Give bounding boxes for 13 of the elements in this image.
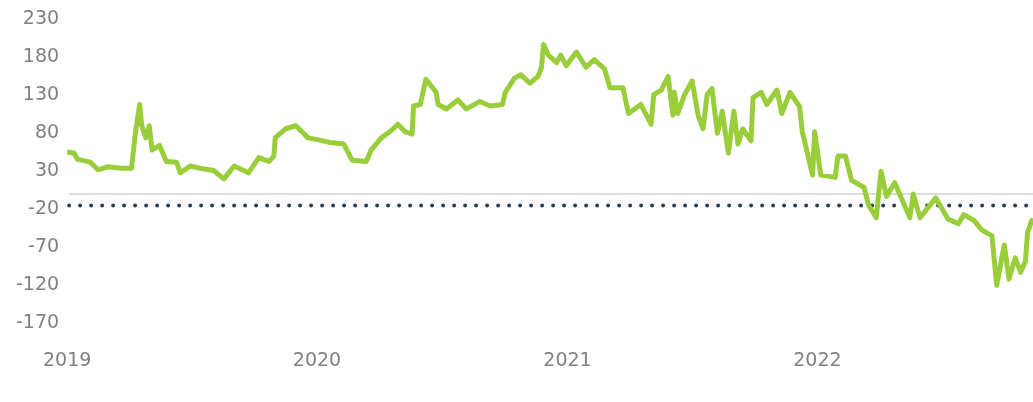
x-tick-label: 2021 [543,347,592,370]
y-tick-label: -20 [28,196,60,219]
y-tick-label: 230 [22,6,60,29]
y-tick-label: 30 [34,158,60,181]
y-tick-label: 180 [22,44,60,67]
y-tick-label: 80 [34,120,60,143]
y-tick-label: -120 [16,272,60,295]
y-tick-label: -170 [16,310,60,333]
x-tick-label: 2019 [42,347,92,370]
y-tick-label: -70 [28,234,60,257]
y-tick-label: 130 [22,82,60,105]
x-tick-label: 2020 [292,347,342,370]
x-tick-label: 2022 [793,347,842,370]
